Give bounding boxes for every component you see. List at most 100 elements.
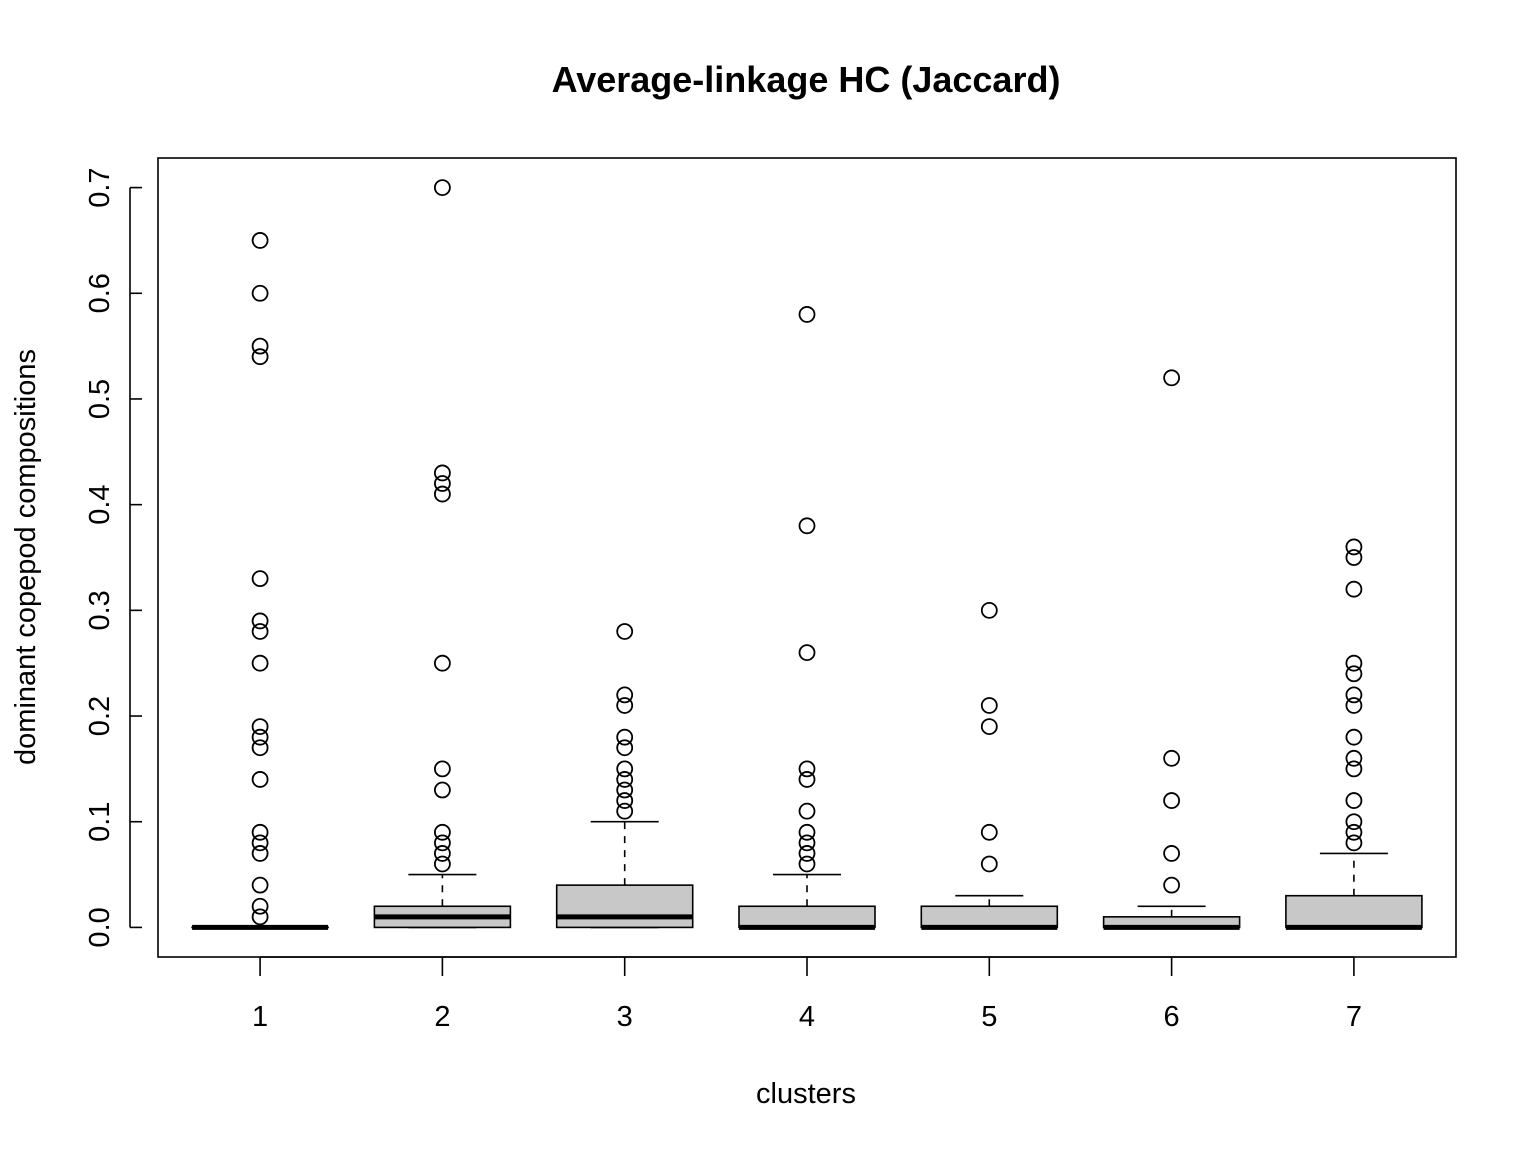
outlier-point xyxy=(433,845,451,862)
outlier-point xyxy=(616,760,634,778)
outlier-point xyxy=(433,475,451,492)
y-tick-label: 0.2 xyxy=(84,696,116,736)
box-group-5 xyxy=(920,601,1059,930)
box xyxy=(738,905,876,929)
outlier-point xyxy=(616,728,634,746)
y-tick-label: 0.4 xyxy=(84,484,116,524)
outlier-point xyxy=(251,845,269,862)
outlier-point xyxy=(1163,792,1181,809)
outlier-point xyxy=(433,834,451,852)
outlier-point xyxy=(980,855,998,873)
x-tick-label: 1 xyxy=(252,1001,268,1033)
box xyxy=(555,884,694,929)
outlier-point xyxy=(1345,728,1363,746)
outlier-point xyxy=(433,485,451,503)
outlier-point xyxy=(1345,823,1363,841)
outlier-point xyxy=(433,855,451,873)
chart-title: Average-linkage HC (Jaccard) xyxy=(552,59,1061,100)
outlier-point xyxy=(251,284,269,302)
y-tick-label: 0.7 xyxy=(84,167,116,207)
outlier-point xyxy=(251,897,269,915)
box-group-4 xyxy=(738,306,876,930)
y-axis-label: dominant copepod compositions xyxy=(10,349,42,765)
y-tick-label: 0.1 xyxy=(84,802,116,842)
outlier-point xyxy=(798,771,816,788)
outlier-point xyxy=(251,823,269,841)
box xyxy=(1285,894,1423,929)
outlier-point xyxy=(251,570,269,588)
outlier-point xyxy=(616,739,634,757)
outlier-point xyxy=(251,834,269,852)
outlier-point xyxy=(980,601,998,619)
outlier-point xyxy=(616,771,634,788)
outlier-point xyxy=(616,792,634,809)
boxes-layer xyxy=(191,179,1423,930)
outlier-point xyxy=(251,654,269,672)
plot-frame xyxy=(157,157,1457,958)
outlier-point xyxy=(251,739,269,757)
outlier-point xyxy=(1345,792,1363,809)
box-group-7 xyxy=(1285,538,1423,930)
outlier-point xyxy=(1345,760,1363,778)
outlier-point xyxy=(1345,654,1363,672)
x-axis: 1 2 3 4 5 6 7 xyxy=(252,956,1362,1033)
x-tick-label: 7 xyxy=(1346,1001,1362,1033)
outlier-point xyxy=(798,834,816,852)
outlier-point xyxy=(1345,580,1363,598)
outlier-point xyxy=(798,845,816,862)
outlier-point xyxy=(433,781,451,799)
outlier-point xyxy=(1163,369,1181,387)
y-tick-label: 0.0 xyxy=(84,907,116,947)
outlier-point xyxy=(616,686,634,704)
y-tick-label: 0.3 xyxy=(84,590,116,630)
y-tick-label: 0.5 xyxy=(84,379,116,419)
outlier-point xyxy=(251,612,269,630)
outlier-point xyxy=(251,908,269,926)
outlier-point xyxy=(798,644,816,662)
outlier-point xyxy=(251,337,269,355)
x-tick-label: 5 xyxy=(981,1001,997,1033)
outlier-point xyxy=(1345,549,1363,566)
outlier-point xyxy=(980,718,998,736)
outlier-point xyxy=(616,802,634,820)
outlier-point xyxy=(251,876,269,894)
outlier-point xyxy=(1345,749,1363,767)
y-axis: 0.0 0.1 0.2 0.3 0.4 0.5 0.6 0.7 xyxy=(84,167,142,948)
x-axis-label: clusters xyxy=(756,1078,856,1110)
outlier-point xyxy=(616,623,634,640)
outlier-point xyxy=(798,802,816,820)
outlier-point xyxy=(980,697,998,714)
outlier-point xyxy=(1345,813,1363,831)
outlier-point xyxy=(251,728,269,746)
outlier-point xyxy=(798,760,816,778)
outlier-point xyxy=(798,823,816,841)
outlier-point xyxy=(433,179,451,196)
outlier-point xyxy=(616,697,634,714)
box-group-3 xyxy=(555,623,694,929)
outlier-point xyxy=(433,654,451,672)
outlier-point xyxy=(251,771,269,788)
outlier-point xyxy=(1345,686,1363,704)
outlier-point xyxy=(1345,665,1363,683)
box-group-1 xyxy=(191,232,329,930)
outlier-point xyxy=(1345,834,1363,852)
outlier-point xyxy=(433,760,451,778)
outlier-point xyxy=(1163,749,1181,767)
outlier-point xyxy=(251,232,269,249)
outlier-point xyxy=(251,623,269,640)
outlier-point xyxy=(616,781,634,799)
x-tick-label: 6 xyxy=(1164,1001,1180,1033)
x-tick-label: 4 xyxy=(799,1001,815,1033)
box xyxy=(920,905,1059,929)
x-tick-label: 2 xyxy=(434,1001,450,1033)
outlier-point xyxy=(251,718,269,736)
outlier-point xyxy=(1163,845,1181,862)
box-group-6 xyxy=(1102,369,1241,930)
outlier-point xyxy=(1345,538,1363,556)
outlier-point xyxy=(1345,697,1363,714)
outlier-point xyxy=(798,517,816,535)
outlier-point xyxy=(798,306,816,323)
outlier-point xyxy=(1163,876,1181,894)
outlier-point xyxy=(433,823,451,841)
